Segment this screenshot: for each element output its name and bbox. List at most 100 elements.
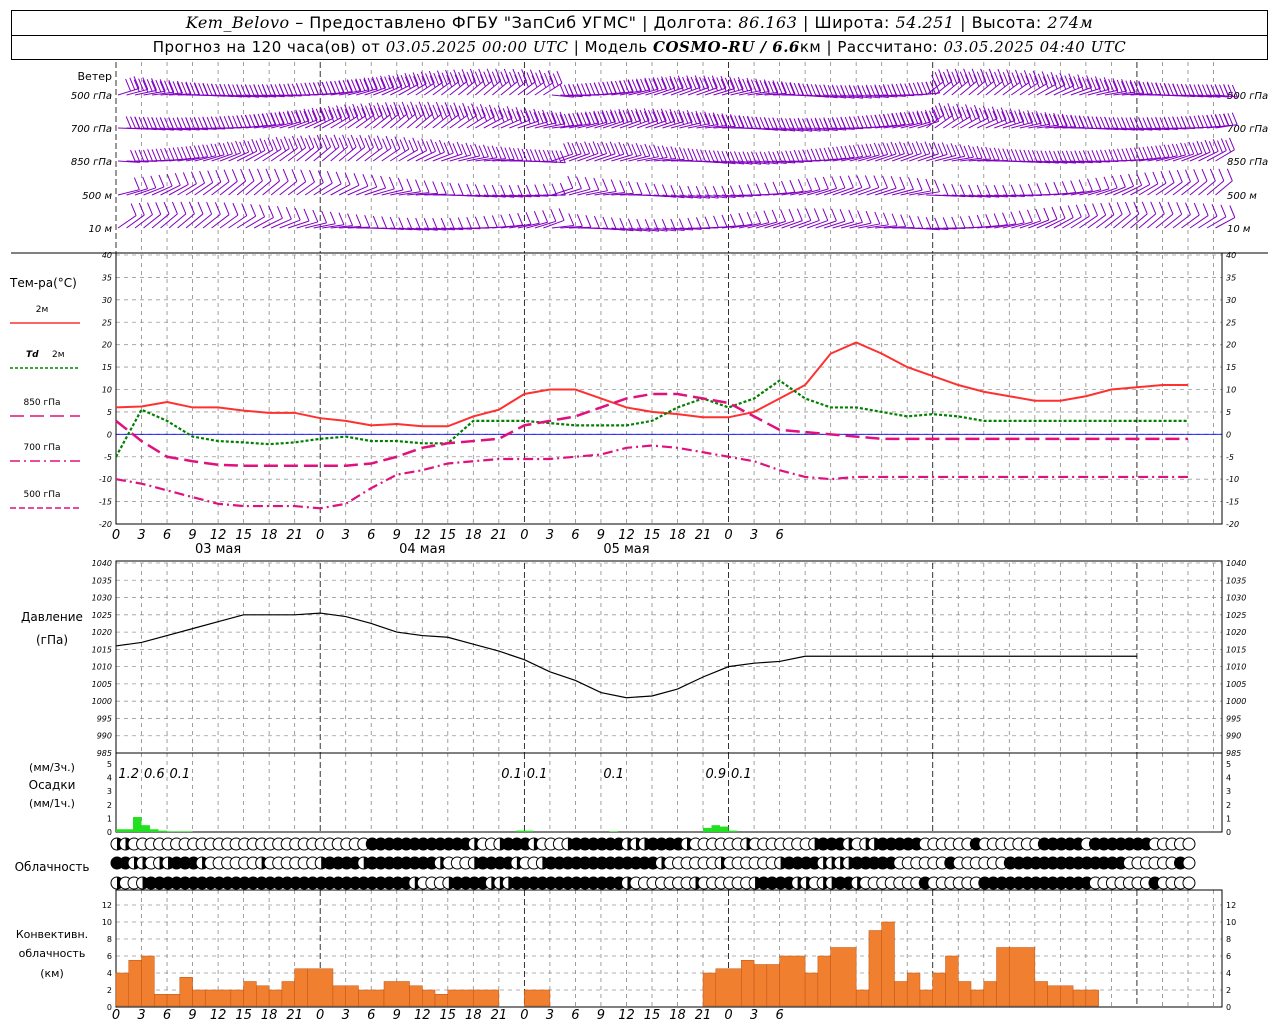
wind-barb-flag: [189, 117, 196, 130]
wind-barb-flag: [1018, 109, 1025, 122]
wind-barb: [168, 184, 189, 196]
wind-barb-flag: [1151, 82, 1157, 95]
wind-barb-flag: [652, 76, 659, 90]
wind-barb: [440, 114, 460, 129]
wind-barb: [177, 157, 200, 162]
wind-barb-flag: [278, 111, 285, 124]
wind-barb: [228, 94, 251, 98]
wind-barb-flag: [717, 113, 723, 127]
prec-tick-left: 3: [107, 787, 112, 796]
wind-barb-flag: [593, 110, 600, 124]
conv-tick-left: 8: [107, 935, 112, 944]
wind-barb: [372, 113, 391, 129]
wind-barb: [824, 94, 846, 99]
wind-barb-flag: [954, 145, 961, 158]
wind-barb-flag: [257, 84, 264, 97]
wind-barb: [960, 116, 980, 129]
wind-barb: [509, 119, 531, 129]
wind-barb-flag: [559, 150, 566, 164]
wind-barb: [117, 189, 140, 196]
wind-barb-flag: [623, 80, 630, 93]
wind-barb-flag: [640, 78, 647, 92]
wind-barb-flag: [406, 178, 413, 191]
wind-barb-flag: [134, 150, 141, 163]
time-tick: 15: [644, 528, 661, 543]
wind-barb-flag: [1168, 116, 1174, 130]
wind-barb-flag: [524, 107, 531, 121]
wind-barb-flag: [1197, 115, 1204, 128]
wind-barb: [934, 154, 957, 162]
wind-barb: [254, 94, 277, 98]
wind-barb: [713, 88, 735, 96]
wind-barb: [483, 194, 506, 198]
conv-bar: [906, 972, 921, 1007]
wind-barb-flag: [847, 175, 854, 188]
wind-barb-flag: [1014, 69, 1021, 83]
wind-barb-flag: [347, 137, 354, 150]
wind-barb: [662, 194, 685, 199]
wind-barb: [568, 153, 590, 162]
wind-barb: [883, 123, 906, 129]
wind-barb: [721, 224, 744, 229]
wind-barb-flag: [364, 137, 371, 151]
wind-barb: [696, 87, 718, 96]
wind-barb-flag: [270, 83, 277, 97]
wind-barb-flag: [511, 108, 518, 122]
wind-barb: [1062, 191, 1085, 196]
wind-barb: [492, 194, 515, 198]
wind-barb-flag: [381, 104, 388, 118]
wind-barb-flag: [669, 78, 676, 91]
wind-barb-flag: [1117, 148, 1123, 162]
time-tick-bottom: 0: [112, 1008, 120, 1023]
wind-barb-flag: [1168, 170, 1175, 183]
wind-barb-flag: [874, 84, 881, 97]
temp-tick-right: 40: [1226, 251, 1236, 260]
conv-bar: [473, 989, 500, 1007]
wind-level-right: 500 гПа: [1227, 91, 1268, 102]
wind-barb-flag: [412, 72, 419, 85]
wind-barb-flag: [1026, 209, 1033, 223]
wind-barb-flag: [207, 170, 214, 183]
wind-barb-flag: [130, 203, 137, 216]
wind-barb-flag: [529, 69, 536, 82]
pres-tick-left: 1015: [92, 645, 112, 654]
wind-barb: [457, 80, 476, 96]
temp-tick-right: -5: [1226, 453, 1234, 462]
wind-barb: [500, 224, 523, 229]
wind-barb-flag: [895, 112, 902, 126]
wind-barb-flag: [993, 213, 1000, 226]
wind-barb-flag: [241, 203, 248, 216]
wind-barb-flag: [1219, 113, 1225, 127]
wind-barb: [389, 148, 410, 162]
wind-barb-flag: [1206, 84, 1213, 97]
wind-barb-flag: [673, 76, 680, 90]
wind-barb-flag: [147, 149, 154, 162]
wind-barb-flag: [168, 147, 175, 161]
wind-barb: [798, 189, 821, 196]
wind-barb: [151, 213, 170, 229]
wind-barb: [168, 157, 191, 162]
header-line-2: Прогноз на 120 часа(ов) от 03.05.2025 00…: [152, 38, 1127, 56]
panel-frame: [115, 560, 1223, 754]
wind-barb: [1130, 184, 1150, 196]
wind-barb: [568, 188, 591, 196]
wind-barb: [704, 124, 727, 129]
wind-barb-flag: [335, 171, 342, 185]
wind-barb-flag: [1051, 76, 1058, 90]
wind-barb-flag: [1019, 149, 1026, 162]
provider: – Предоставлено ФГБУ "ЗапСиб УГМС": [295, 13, 637, 32]
wind-barb-flag: [500, 214, 507, 227]
wind-barb-flag: [576, 214, 583, 227]
wind-barb: [806, 188, 829, 196]
wind-barb-flag: [755, 80, 762, 94]
wind-barb-flag: [462, 102, 469, 116]
wind-barb: [781, 220, 803, 229]
wind-barb-flag: [610, 81, 617, 94]
wind-barb: [236, 180, 255, 196]
wind-barb-flag: [375, 77, 382, 90]
precip-bar: [150, 829, 159, 832]
wind-barb: [270, 180, 289, 196]
wind-barb-flag: [227, 115, 234, 129]
wind-barb-flag: [410, 101, 417, 115]
wind-barb: [313, 182, 333, 196]
